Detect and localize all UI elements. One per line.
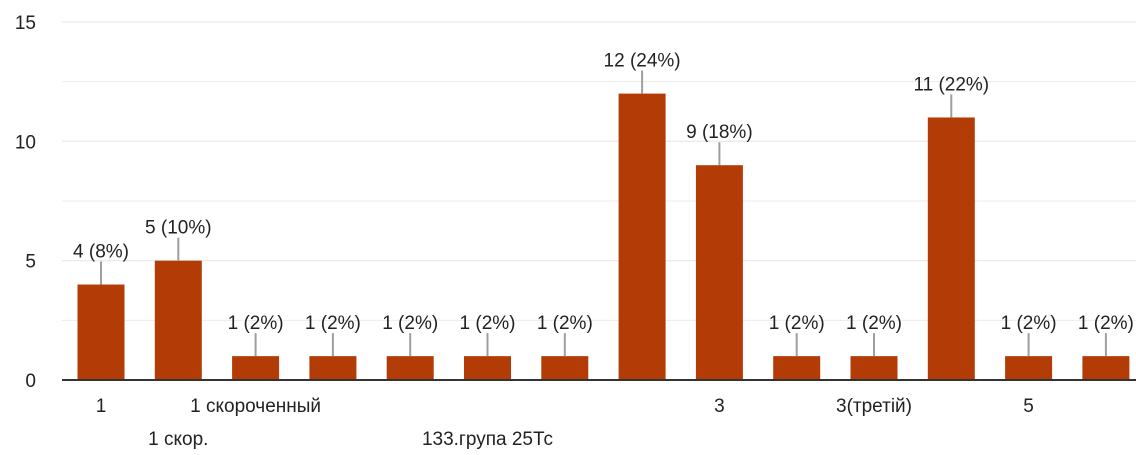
- bar: [773, 356, 821, 380]
- data-label: 5 (10%): [145, 218, 212, 239]
- data-label: 1 (2%): [460, 313, 516, 334]
- bar: [154, 260, 202, 380]
- bar: [927, 117, 975, 380]
- data-label: 1 (2%): [228, 313, 284, 334]
- data-label: 1 (2%): [1078, 313, 1134, 334]
- data-label: 1 (2%): [537, 313, 593, 334]
- data-label: 4 (8%): [73, 242, 129, 263]
- x-tick-label: 5: [1023, 396, 1034, 417]
- bar: [464, 356, 511, 380]
- bar: [695, 165, 743, 380]
- bar: [386, 356, 434, 380]
- x-tick-label: 1 скороченный: [190, 396, 321, 417]
- bar: [541, 356, 589, 380]
- y-tick-label: 0: [25, 371, 36, 392]
- bar: [850, 356, 898, 380]
- x-tick-label: 1 скор.: [148, 429, 208, 450]
- data-label: 12 (24%): [604, 51, 681, 72]
- bar: [77, 284, 125, 380]
- data-label: 1 (2%): [769, 313, 825, 334]
- x-tick-label: 1: [96, 396, 107, 417]
- x-tick-label: 133.група 25Тс: [422, 429, 553, 450]
- bar: [1082, 356, 1130, 380]
- data-label: 9 (18%): [686, 122, 753, 143]
- bar: [1005, 356, 1053, 380]
- bar: [232, 356, 280, 380]
- data-label: 1 (2%): [1001, 313, 1057, 334]
- data-label: 1 (2%): [382, 313, 438, 334]
- x-tick-label: 3: [714, 396, 725, 417]
- bar: [618, 93, 666, 380]
- data-label: 1 (2%): [305, 313, 361, 334]
- x-tick-label: 3(третій): [836, 396, 912, 417]
- bar: [309, 356, 357, 380]
- y-tick-label: 10: [15, 132, 36, 153]
- y-tick-label: 5: [25, 252, 36, 273]
- data-label: 1 (2%): [846, 313, 902, 334]
- y-tick-label: 15: [15, 13, 36, 34]
- data-label: 11 (22%): [913, 74, 989, 95]
